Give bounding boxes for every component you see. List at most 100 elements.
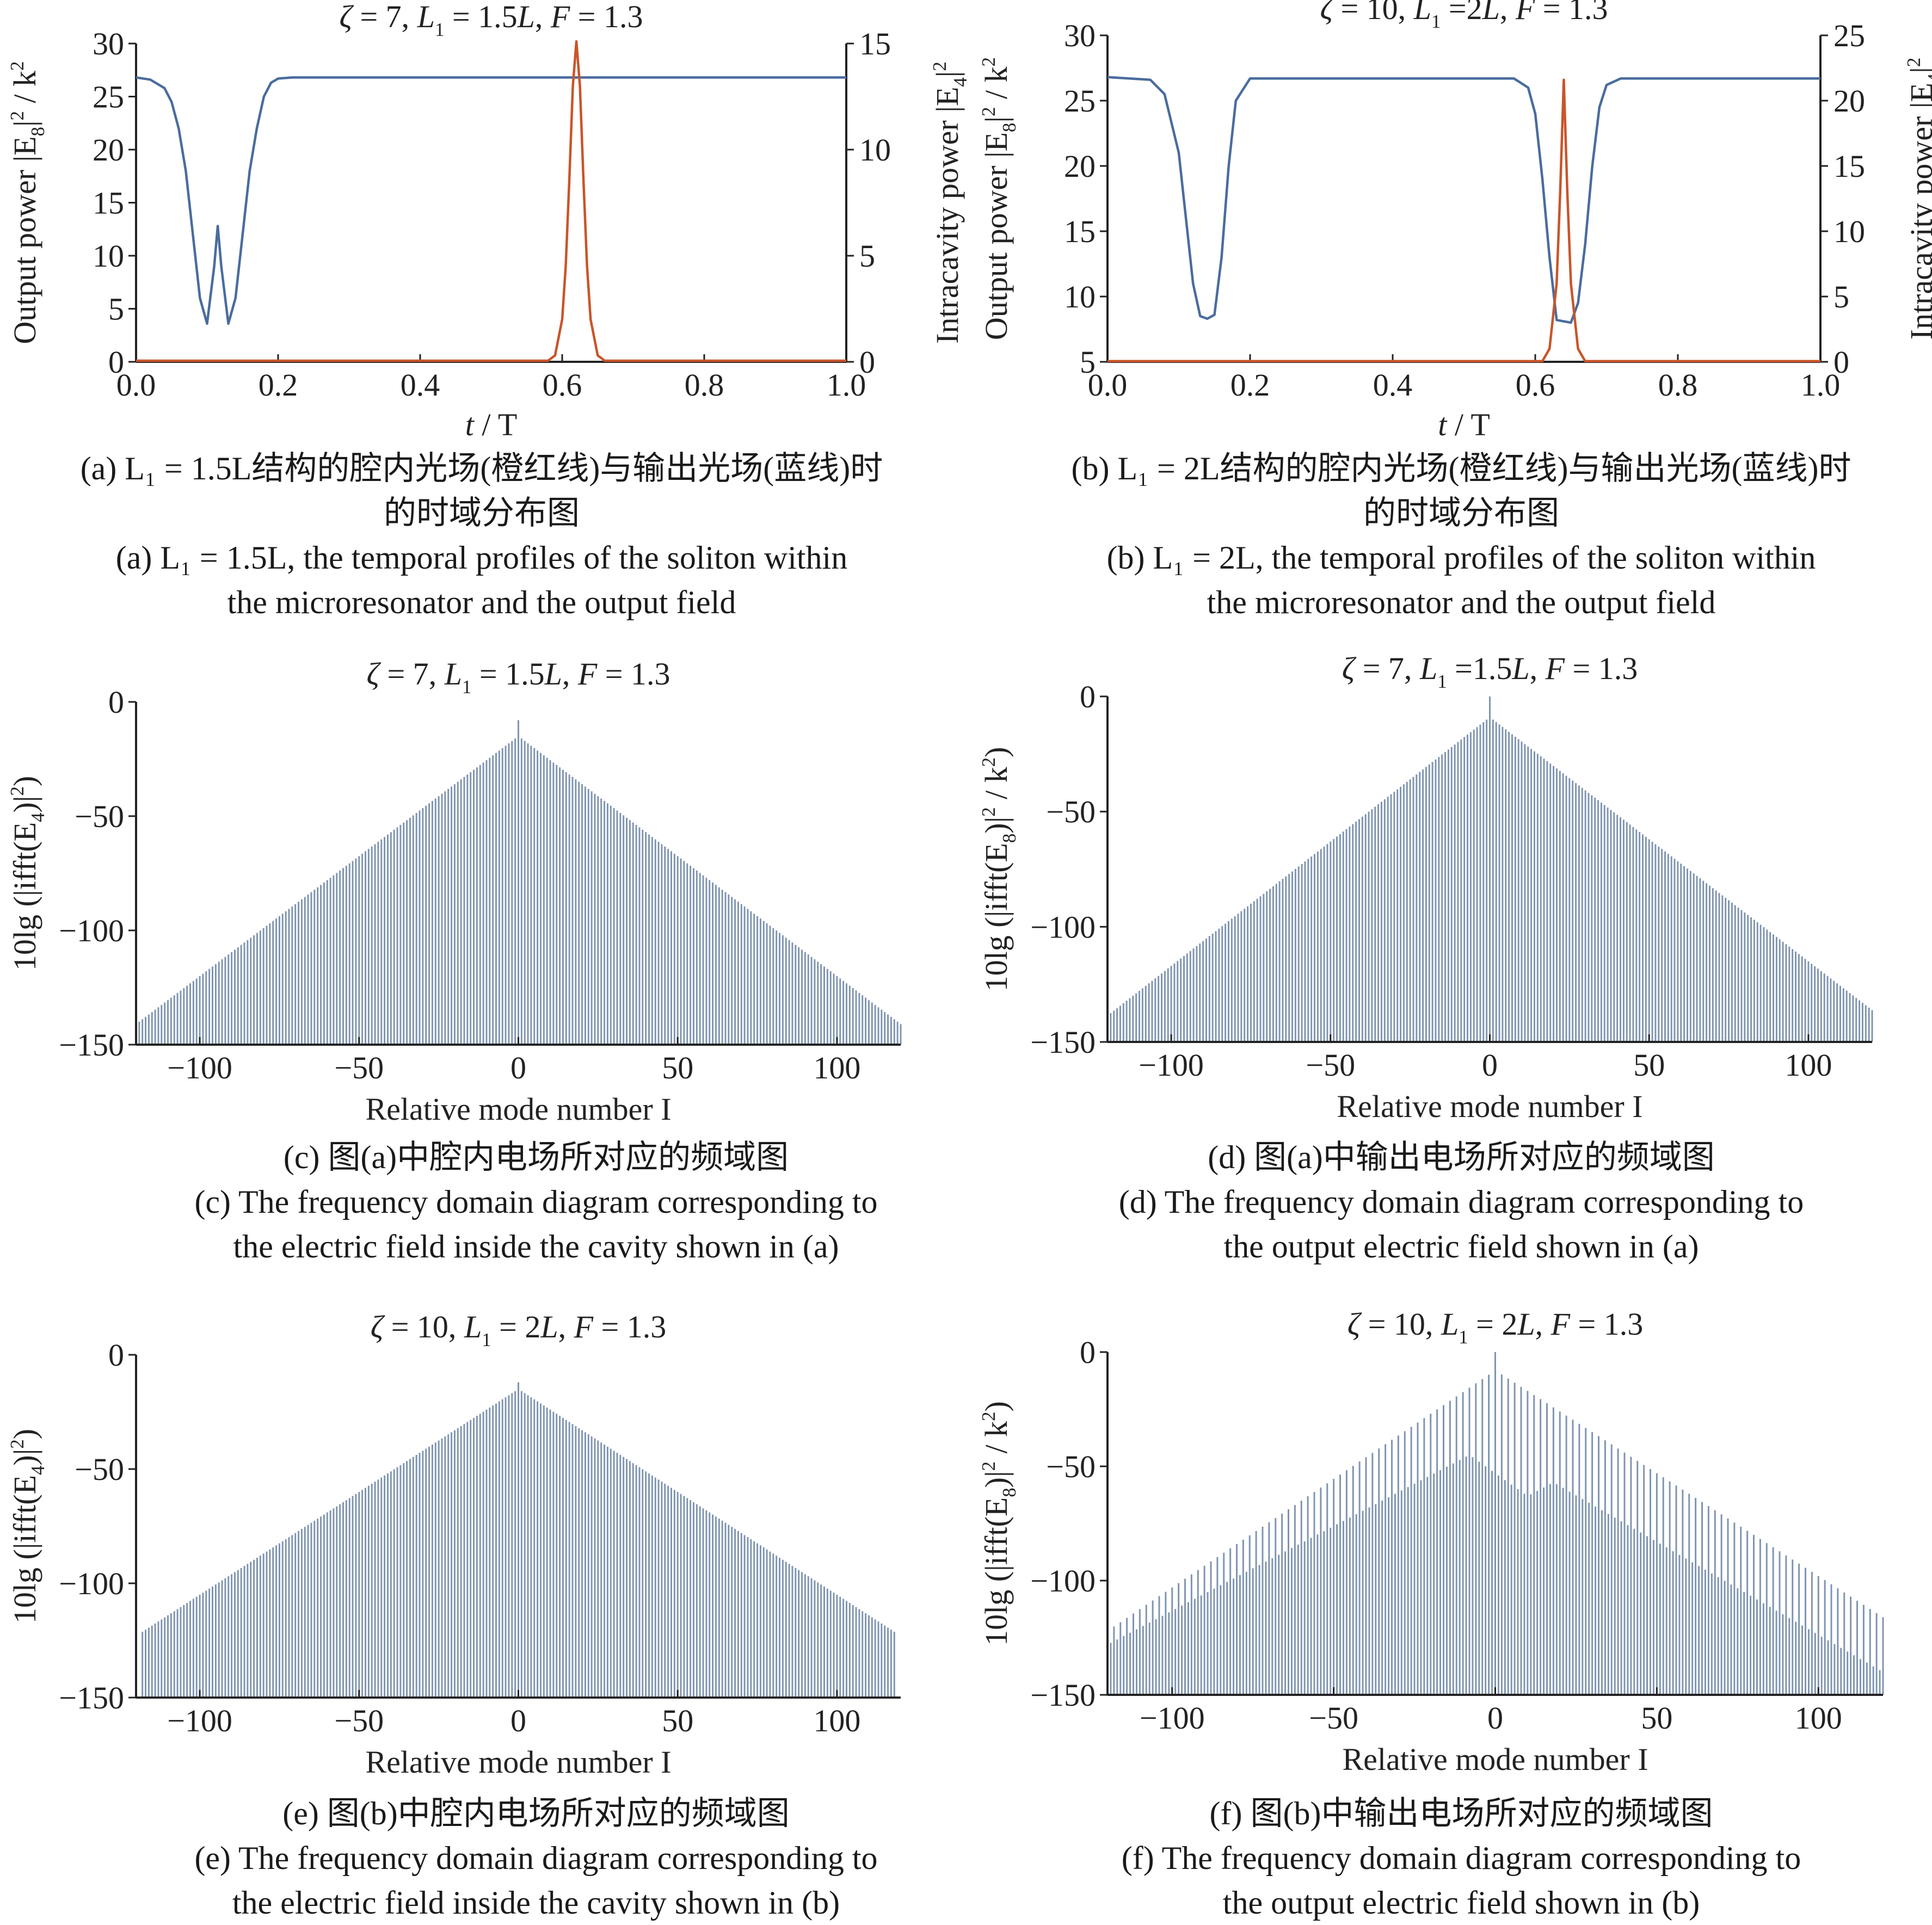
- x-tick-label: 100: [813, 1703, 860, 1738]
- caption-d: (d) 图(a)中输出电场所对应的频域图 (d) The frequency d…: [1012, 1135, 1910, 1269]
- y-left-tick-label: 20: [1064, 149, 1096, 184]
- caption-a-zh-line2: 的时域分布图: [384, 495, 580, 531]
- y-right-tick-label: 15: [859, 26, 891, 61]
- caption-f-zh: (f) 图(b)中输出电场所对应的频域图: [1209, 1796, 1713, 1831]
- y-right-axis-label: Intracavity power |E4​|2​: [1903, 58, 1932, 340]
- x-tick-label: 1.0: [1801, 367, 1841, 403]
- series-line-orange: [1107, 78, 1820, 363]
- y-right-tick-label: 5: [859, 238, 875, 274]
- x-tick-label: 0.2: [1230, 367, 1270, 403]
- chart-d: −100 −50 0 50 100 0 −50 −100 −150 ζ = 7, L1​ =1.5…: [978, 651, 1873, 1124]
- x-tick-label: 0.4: [1373, 367, 1413, 403]
- chart-title: ζ = 10, L1​ = 2L, F = 1.3: [371, 1309, 667, 1350]
- y-tick-label: −100: [1030, 909, 1096, 945]
- x-tick-label: −100: [1139, 1047, 1204, 1083]
- series-line-blue: [136, 76, 846, 325]
- chart-b: 0.0 0.2 0.4 0.6 0.8 1.0 5 10 15 20 25 30 0 5 10 15 20 25 ζ…: [978, 0, 1932, 442]
- y-tick-label: 0: [108, 1337, 124, 1373]
- x-tick-label: 0.4: [401, 367, 440, 403]
- y-tick-label: −150: [59, 1680, 124, 1716]
- caption-f: (f) 图(b)中输出电场所对应的频域图 (f) The frequency d…: [1012, 1791, 1910, 1925]
- x-tick-label: 0.6: [543, 367, 582, 403]
- chart-title: ζ = 7, L1​ = 1.5L, F = 1.3: [366, 656, 670, 698]
- y-right-tick-label: 20: [1833, 83, 1865, 119]
- y-tick-label: −50: [1046, 1449, 1096, 1484]
- y-right-tick-label: 10: [859, 132, 891, 168]
- y-tick-label: 0: [1080, 679, 1096, 714]
- comb-lines: [1106, 696, 1873, 1042]
- y-left-tick-label: 30: [1064, 18, 1096, 53]
- y-left-tick-label: 25: [93, 79, 124, 115]
- x-tick-label: −50: [1309, 1700, 1358, 1736]
- x-axis-label: Relative mode number I: [365, 1744, 671, 1780]
- y-tick-label: −100: [59, 1566, 124, 1601]
- y-tick-label: 0: [1080, 1335, 1096, 1370]
- y-tick-label: −150: [1030, 1677, 1096, 1713]
- x-tick-label: 0.8: [685, 367, 724, 403]
- x-tick-label: 50: [1633, 1047, 1665, 1083]
- y-tick-label: −100: [59, 913, 124, 948]
- x-tick-label: 50: [662, 1050, 693, 1085]
- y-right-tick-label: 5: [1833, 279, 1849, 314]
- x-tick-label: −100: [167, 1703, 232, 1738]
- x-tick-label: 0.2: [259, 367, 298, 403]
- caption-b: (b) L₁ = 2L结构的腔内光场(橙红线)与输出光场(蓝线)时 的时域分布图…: [1012, 446, 1910, 625]
- y-tick-label: −50: [75, 1452, 124, 1487]
- caption-e-en-line2: the electric field inside the cavity sho…: [232, 1885, 840, 1921]
- x-tick-label: 0.0: [116, 367, 156, 403]
- y-right-tick-label: 15: [1833, 149, 1865, 184]
- y-left-axis-label: Output power |E8​|2​ / k2​: [978, 57, 1020, 340]
- y-left-tick-label: 20: [93, 132, 124, 168]
- caption-a: (a) L₁ = 1.5L结构的腔内光场(橙红线)与输出光场(蓝线)时 的时域分…: [33, 446, 931, 625]
- caption-b-en-line1: (b) L₁ = 2L, the temporal profiles of th…: [1106, 540, 1816, 576]
- y-right-tick-label: 10: [1833, 214, 1865, 249]
- comb-lines: [1106, 1352, 1884, 1695]
- x-tick-label: −100: [167, 1050, 232, 1085]
- caption-a-en-line2: the microresonator and the output field: [227, 584, 736, 620]
- x-tick-label: 1.0: [827, 367, 866, 403]
- y-axis-label: 10lg (|ifft(E4​)|2​): [7, 776, 48, 971]
- caption-f-en-line2: the output electric field shown in (b): [1222, 1885, 1700, 1921]
- y-tick-label: −150: [1030, 1025, 1096, 1060]
- y-tick-label: 0: [108, 684, 124, 720]
- x-tick-label: −50: [334, 1050, 384, 1085]
- x-tick-label: 0.6: [1516, 367, 1555, 403]
- x-tick-label: 0: [1482, 1047, 1498, 1083]
- y-right-axis-label: Intracavity power |E4​|2​: [929, 61, 971, 344]
- chart-title: ζ = 7, L1​ =1.5L, F = 1.3: [1342, 651, 1638, 692]
- y-left-tick-label: 30: [93, 26, 124, 61]
- caption-e-en-line1: (e) The frequency domain diagram corresp…: [194, 1840, 878, 1876]
- x-tick-label: −50: [334, 1703, 384, 1738]
- caption-c: (c) 图(a)中腔内电场所对应的频域图 (c) The frequency d…: [33, 1135, 1039, 1269]
- y-left-tick-label: 15: [93, 186, 124, 221]
- x-tick-label: −50: [1306, 1047, 1355, 1083]
- y-right-tick-label: 0: [1833, 344, 1849, 380]
- y-left-tick-label: 5: [108, 292, 124, 327]
- chart-title: ζ = 10, L1​ = 2L, F = 1.3: [1348, 1306, 1644, 1348]
- caption-b-en-line2: the microresonator and the output field: [1207, 584, 1716, 620]
- x-tick-label: 0.0: [1088, 367, 1128, 403]
- caption-b-zh-line2: 的时域分布图: [1363, 495, 1559, 531]
- x-axis-label: Relative mode number I: [365, 1091, 671, 1127]
- x-tick-label: 50: [1641, 1700, 1672, 1736]
- y-left-tick-label: 10: [1064, 279, 1096, 314]
- y-right-tick-label: 25: [1833, 18, 1865, 53]
- y-tick-label: −100: [1030, 1563, 1096, 1599]
- x-tick-label: 0: [510, 1050, 526, 1085]
- x-axis-label: t / T: [1438, 407, 1490, 442]
- chart-c: −100 −50 0 50 100 0 −50 −100 −150 ζ = 7, L1​ = 1.…: [7, 656, 902, 1127]
- caption-d-en-line2: the output electric field shown in (a): [1223, 1229, 1699, 1264]
- caption-d-zh: (d) 图(a)中输出电场所对应的频域图: [1208, 1139, 1715, 1175]
- series-line-orange: [136, 40, 846, 362]
- caption-c-zh: (c) 图(a)中腔内电场所对应的频域图: [283, 1139, 789, 1175]
- caption-a-zh-line1: (a) L₁ = 1.5L结构的腔内光场(橙红线)与输出光场(蓝线)时: [80, 451, 883, 486]
- caption-f-en-line1: (f) The frequency domain diagram corresp…: [1121, 1840, 1801, 1876]
- caption-a-en-line1: (a) L₁ = 1.5L, the temporal profiles of …: [115, 540, 848, 576]
- caption-e-zh: (e) 图(b)中腔内电场所对应的频域图: [282, 1796, 790, 1831]
- x-tick-label: 0: [510, 1703, 526, 1738]
- x-tick-label: 0: [1487, 1700, 1503, 1736]
- caption-d-en-line1: (d) The frequency domain diagram corresp…: [1118, 1184, 1804, 1220]
- x-tick-label: 100: [1795, 1700, 1842, 1736]
